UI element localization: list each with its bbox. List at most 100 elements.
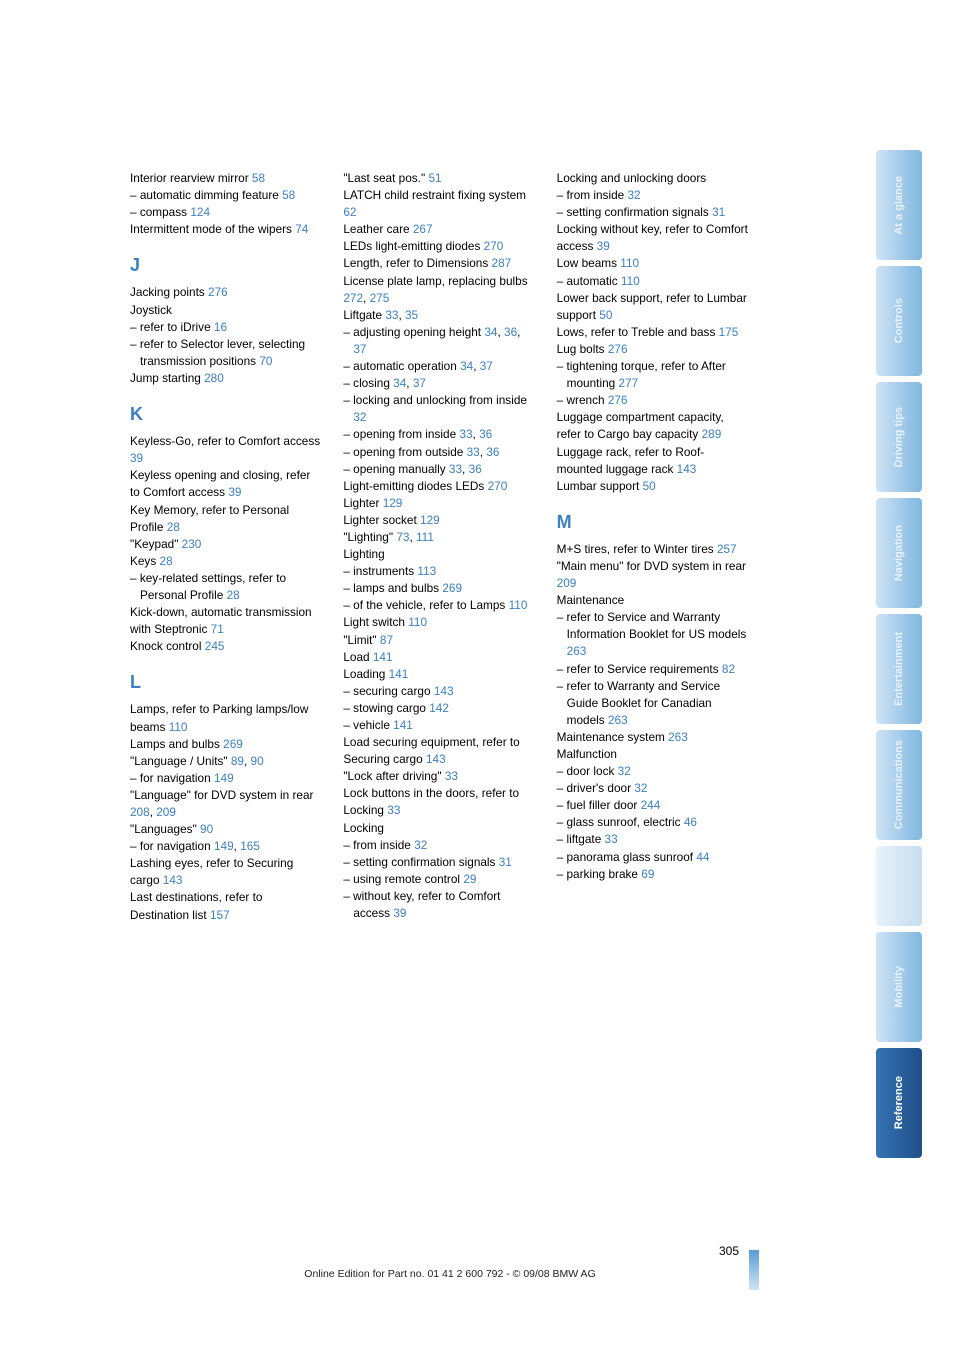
index-entry: Lighter 129 bbox=[343, 495, 536, 512]
index-entry: – securing cargo 143 bbox=[343, 683, 536, 700]
index-entry: – panorama glass sunroof 44 bbox=[557, 849, 750, 866]
index-entry: – tightening torque, refer to After moun… bbox=[557, 358, 750, 392]
tab-communications[interactable]: Communications bbox=[876, 730, 922, 840]
index-entry: "Lighting" 73, 111 bbox=[343, 529, 536, 546]
index-entry: Lower back support, refer to Lumbar supp… bbox=[557, 290, 750, 324]
index-entry: Light switch 110 bbox=[343, 614, 536, 631]
index-entry: – stowing cargo 142 bbox=[343, 700, 536, 717]
index-entry: – for navigation 149 bbox=[130, 770, 323, 787]
index-entry: – parking brake 69 bbox=[557, 866, 750, 883]
index-entry: – door lock 32 bbox=[557, 763, 750, 780]
tab-controls[interactable]: Controls bbox=[876, 266, 922, 376]
index-entry: Lamps and bulbs 269 bbox=[130, 736, 323, 753]
index-entry: Lows, refer to Treble and bass 175 bbox=[557, 324, 750, 341]
index-entry: – without key, refer to Comfort access 3… bbox=[343, 888, 536, 922]
index-entry: Key Memory, refer to Personal Profile 28 bbox=[130, 502, 323, 536]
index-entry: "Limit" 87 bbox=[343, 632, 536, 649]
tab-label: Navigation bbox=[893, 525, 905, 581]
index-entry: Load 141 bbox=[343, 649, 536, 666]
index-entry: – wrench 276 bbox=[557, 392, 750, 409]
index-entry: – using remote control 29 bbox=[343, 871, 536, 888]
tab-mobility[interactable]: Mobility bbox=[876, 932, 922, 1042]
tab-driving-tips[interactable]: Driving tips bbox=[876, 382, 922, 492]
index-entry: Malfunction bbox=[557, 746, 750, 763]
index-entry: LATCH child restraint fixing system 62 bbox=[343, 187, 536, 221]
index-entry: Lighter socket 129 bbox=[343, 512, 536, 529]
side-tabs: At a glance Controls Driving tips Naviga… bbox=[876, 150, 924, 1158]
tab-spacer bbox=[876, 846, 922, 926]
index-entry: – setting confirmation signals 31 bbox=[557, 204, 750, 221]
index-entry: – automatic dimming feature 58 bbox=[130, 187, 323, 204]
index-entry: Keyless-Go, refer to Comfort access 39 bbox=[130, 433, 323, 467]
section-heading: J bbox=[130, 252, 323, 278]
tab-at-a-glance[interactable]: At a glance bbox=[876, 150, 922, 260]
index-entry: Keys 28 bbox=[130, 553, 323, 570]
index-entry: – opening from outside 33, 36 bbox=[343, 444, 536, 461]
index-entry: Locking bbox=[343, 820, 536, 837]
tab-label: Communications bbox=[893, 740, 905, 829]
index-entry: "Languages" 90 bbox=[130, 821, 323, 838]
index-entry: License plate lamp, replacing bulbs 272,… bbox=[343, 273, 536, 307]
page-number: 305 bbox=[719, 1244, 739, 1258]
index-entry: Luggage rack, refer to Roof-mounted lugg… bbox=[557, 444, 750, 478]
index-entry: – refer to Service and Warranty Informat… bbox=[557, 609, 750, 660]
index-entry: M+S tires, refer to Winter tires 257 bbox=[557, 541, 750, 558]
index-entry: Locking and unlocking doors bbox=[557, 170, 750, 187]
index-entry: Lock buttons in the doors, refer to Lock… bbox=[343, 785, 536, 819]
index-entry: "Language" for DVD system in rear 208, 2… bbox=[130, 787, 323, 821]
tab-label: Entertainment bbox=[893, 632, 905, 706]
tab-label: Mobility bbox=[893, 966, 905, 1008]
footer-text: Online Edition for Part no. 01 41 2 600 … bbox=[150, 1268, 750, 1280]
index-entry: – automatic operation 34, 37 bbox=[343, 358, 536, 375]
index-entry: – of the vehicle, refer to Lamps 110 bbox=[343, 597, 536, 614]
tab-label: At a glance bbox=[893, 176, 905, 235]
index-entry: Load securing equipment, refer to Securi… bbox=[343, 734, 536, 768]
tab-reference[interactable]: Reference bbox=[876, 1048, 922, 1158]
index-entry: Maintenance bbox=[557, 592, 750, 609]
index-entry: – refer to Warranty and Service Guide Bo… bbox=[557, 678, 750, 729]
index-entry: – setting confirmation signals 31 bbox=[343, 854, 536, 871]
tab-navigation[interactable]: Navigation bbox=[876, 498, 922, 608]
index-entry: Length, refer to Dimensions 287 bbox=[343, 255, 536, 272]
index-entry: – compass 124 bbox=[130, 204, 323, 221]
index-entry: – refer to iDrive 16 bbox=[130, 319, 323, 336]
index-entry: – liftgate 33 bbox=[557, 831, 750, 848]
tab-label: Reference bbox=[893, 1076, 905, 1129]
index-entry: Light-emitting diodes LEDs 270 bbox=[343, 478, 536, 495]
index-entry: "Lock after driving" 33 bbox=[343, 768, 536, 785]
index-entry: "Language / Units" 89, 90 bbox=[130, 753, 323, 770]
tab-entertainment[interactable]: Entertainment bbox=[876, 614, 922, 724]
index-entry: Intermittent mode of the wipers 74 bbox=[130, 221, 323, 238]
index-entry: – refer to Selector lever, selecting tra… bbox=[130, 336, 323, 370]
index-entry: – opening from inside 33, 36 bbox=[343, 426, 536, 443]
index-entry: "Keypad" 230 bbox=[130, 536, 323, 553]
index-entry: – for navigation 149, 165 bbox=[130, 838, 323, 855]
index-entry: Joystick bbox=[130, 302, 323, 319]
index-entry: Liftgate 33, 35 bbox=[343, 307, 536, 324]
index-entry: – refer to Service requirements 82 bbox=[557, 661, 750, 678]
index-entry: Lamps, refer to Parking lamps/low beams … bbox=[130, 701, 323, 735]
index-entry: Keyless opening and closing, refer to Co… bbox=[130, 467, 323, 501]
section-heading: L bbox=[130, 669, 323, 695]
index-entry: Loading 141 bbox=[343, 666, 536, 683]
index-entry: Lumbar support 50 bbox=[557, 478, 750, 495]
index-entry: – instruments 113 bbox=[343, 563, 536, 580]
index-entry: Leather care 267 bbox=[343, 221, 536, 238]
index-entry: Maintenance system 263 bbox=[557, 729, 750, 746]
index-entry: – lamps and bulbs 269 bbox=[343, 580, 536, 597]
column-2: "Last seat pos." 51LATCH child restraint… bbox=[343, 170, 536, 924]
index-entry: – closing 34, 37 bbox=[343, 375, 536, 392]
index-entry: Interior rearview mirror 58 bbox=[130, 170, 323, 187]
column-3: Locking and unlocking doors– from inside… bbox=[557, 170, 750, 924]
index-entry: Lug bolts 276 bbox=[557, 341, 750, 358]
index-entry: – fuel filler door 244 bbox=[557, 797, 750, 814]
index-entry: Lashing eyes, refer to Securing cargo 14… bbox=[130, 855, 323, 889]
section-heading: K bbox=[130, 401, 323, 427]
index-entry: – vehicle 141 bbox=[343, 717, 536, 734]
column-1: Interior rearview mirror 58– automatic d… bbox=[130, 170, 323, 924]
index-entry: – opening manually 33, 36 bbox=[343, 461, 536, 478]
tab-label: Controls bbox=[893, 298, 905, 343]
index-entry: Locking without key, refer to Comfort ac… bbox=[557, 221, 750, 255]
index-entry: – from inside 32 bbox=[343, 837, 536, 854]
page-marker bbox=[749, 1250, 759, 1290]
